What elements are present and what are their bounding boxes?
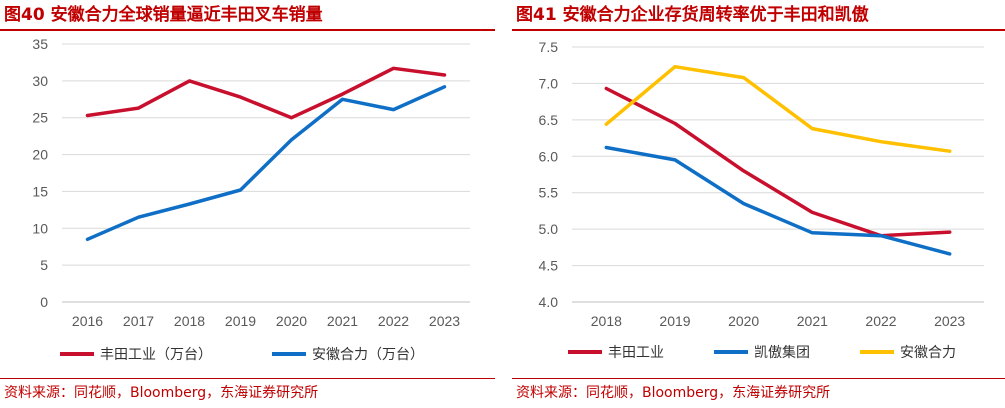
line-chart-inventory-turnover: 4.0 4.5 5.0 5.5 6.0 6.5 7.0 7.5 2018 2019 2020 2021… bbox=[539, 39, 984, 361]
y-tick-label: 7.0 bbox=[539, 75, 559, 91]
x-tick-label: 2021 bbox=[797, 313, 828, 329]
x-tick-label: 2016 bbox=[72, 313, 103, 329]
y-tick-label: 5.5 bbox=[539, 185, 559, 201]
legend-item: 凯傲集团 bbox=[714, 344, 810, 361]
x-tick-label: 2020 bbox=[276, 313, 307, 329]
x-tick-label: 2017 bbox=[123, 313, 154, 329]
y-tick-label: 5.0 bbox=[539, 221, 559, 237]
y-tick-label: 10 bbox=[32, 220, 48, 236]
legend-item: 安徽合力 bbox=[860, 345, 956, 361]
legend-label: 安徽合力 bbox=[900, 345, 956, 361]
legend-label: 丰田工业（万台） bbox=[100, 347, 212, 363]
x-tick-label: 2022 bbox=[378, 313, 409, 329]
y-tick-label: 6.0 bbox=[539, 148, 559, 164]
legend-label: 凯傲集团 bbox=[754, 344, 810, 361]
title-divider bbox=[0, 29, 495, 31]
x-tick-label: 2019 bbox=[659, 313, 690, 329]
legend-item: 丰田工业 bbox=[568, 345, 664, 361]
x-tick-label: 2019 bbox=[225, 313, 256, 329]
x-tick-label: 2018 bbox=[591, 313, 622, 329]
y-tick-label: 35 bbox=[32, 36, 48, 52]
y-tick-label: 6.5 bbox=[539, 112, 559, 128]
y-tick-label: 0 bbox=[40, 294, 48, 310]
y-tick-label: 20 bbox=[32, 147, 48, 163]
series-line-2 bbox=[604, 64, 952, 153]
source-divider bbox=[512, 378, 1005, 379]
series-line-1 bbox=[85, 85, 447, 242]
series-line-1 bbox=[604, 145, 952, 256]
legend-item: 安徽合力（万台） bbox=[272, 347, 424, 363]
source-divider bbox=[0, 378, 495, 379]
y-tick-label: 30 bbox=[32, 73, 48, 89]
chart-panel-right: 图41 安徽合力企业存货周转率优于丰田和凯傲 4.0 4.5 5.0 5.5 6.0 6.… bbox=[512, 0, 1005, 408]
y-tick-label: 25 bbox=[32, 110, 48, 126]
y-tick-label: 4.5 bbox=[539, 258, 559, 274]
series-line-0 bbox=[85, 66, 447, 120]
y-tick-label: 7.5 bbox=[539, 39, 559, 55]
legend-item: 丰田工业（万台） bbox=[60, 347, 212, 363]
y-tick-label: 4.0 bbox=[539, 294, 559, 310]
chart-title: 图40 安徽合力全球销量逼近丰田叉车销量 bbox=[4, 5, 323, 25]
line-chart-sales: 0 5 10 15 20 25 30 35 2016 2017 2018 2019 2020 2021 20… bbox=[32, 36, 470, 363]
legend-label: 丰田工业 bbox=[608, 345, 664, 361]
chart-panel-left: 图40 安徽合力全球销量逼近丰田叉车销量 0 5 10 15 20 25 30 35 2016 2… bbox=[0, 0, 495, 408]
x-tick-label: 2022 bbox=[865, 313, 896, 329]
x-tick-label: 2020 bbox=[728, 313, 759, 329]
x-tick-label: 2018 bbox=[174, 313, 205, 329]
y-tick-label: 15 bbox=[32, 183, 48, 199]
legend-label: 安徽合力（万台） bbox=[312, 347, 424, 363]
source-note: 资料来源：同花顺，Bloomberg，东海证券研究所 bbox=[4, 385, 319, 401]
chart-title: 图41 安徽合力企业存货周转率优于丰田和凯傲 bbox=[516, 5, 869, 25]
x-tick-label: 2021 bbox=[327, 313, 358, 329]
x-tick-label: 2023 bbox=[429, 313, 460, 329]
x-tick-label: 2023 bbox=[934, 313, 965, 329]
title-divider bbox=[512, 29, 1005, 31]
source-note: 资料来源：同花顺，Bloomberg，东海证券研究所 bbox=[516, 385, 831, 401]
series-line-0 bbox=[604, 86, 952, 238]
y-tick-label: 5 bbox=[40, 257, 48, 273]
